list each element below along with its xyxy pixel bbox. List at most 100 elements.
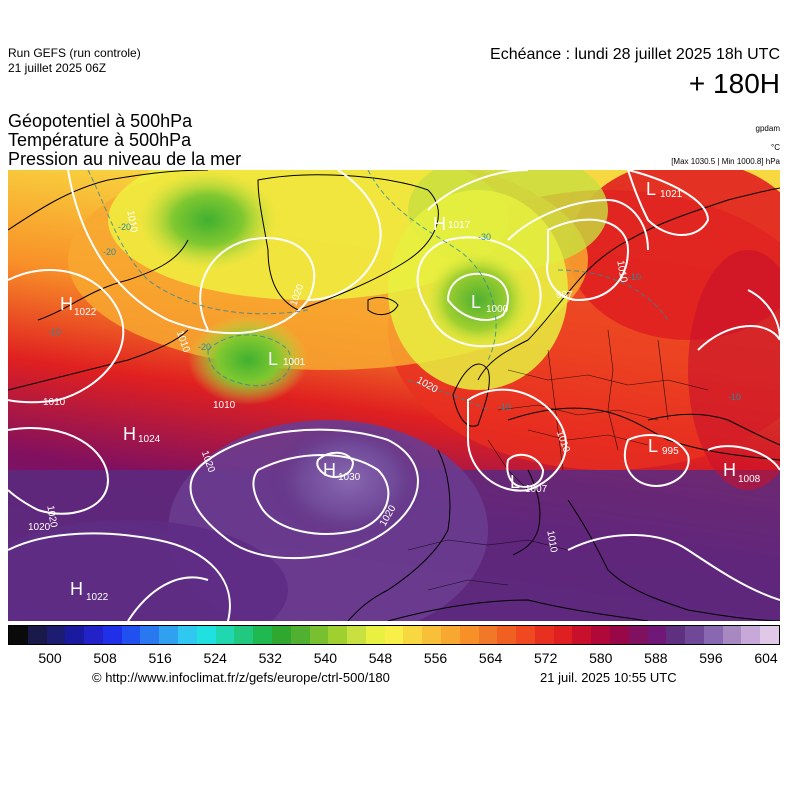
color-swatch <box>234 626 254 644</box>
color-scale-tick: 564 <box>478 650 503 666</box>
color-swatch <box>46 626 66 644</box>
color-swatch <box>27 626 47 644</box>
color-scale-tick: 596 <box>699 650 723 666</box>
color-swatch <box>572 626 592 644</box>
color-swatch <box>760 626 780 644</box>
svg-text:1008: 1008 <box>738 474 761 485</box>
color-swatch <box>440 626 460 644</box>
color-swatch <box>497 626 517 644</box>
color-swatch <box>403 626 423 644</box>
color-scale-tick: 500 <box>38 650 62 666</box>
color-swatch <box>384 626 404 644</box>
color-swatch <box>553 626 573 644</box>
color-scale-tick: 604 <box>754 650 778 666</box>
pressure-center-high: H 1024 <box>123 424 161 445</box>
color-scale-tick: 516 <box>148 650 172 666</box>
color-swatch <box>666 626 686 644</box>
color-scale-tick: 556 <box>423 650 448 666</box>
color-scale <box>8 625 780 645</box>
isobar-label: 1020 <box>44 505 59 529</box>
svg-text:L: L <box>646 179 656 199</box>
pressure-center-low: 997 <box>556 290 573 301</box>
color-swatch <box>647 626 667 644</box>
color-scale-tick: 532 <box>258 650 282 666</box>
isotherms <box>87 170 669 411</box>
svg-text:L: L <box>648 436 658 456</box>
generated-timestamp: 21 juil. 2025 10:55 UTC <box>540 670 677 685</box>
svg-text:1001: 1001 <box>283 357 306 368</box>
isobar-label: 1010 <box>43 397 66 408</box>
svg-text:1022: 1022 <box>86 592 109 603</box>
east-warm-core <box>688 250 780 490</box>
svg-text:L: L <box>268 349 278 369</box>
color-swatch <box>196 626 216 644</box>
svg-text:H: H <box>723 460 736 480</box>
color-swatch <box>309 626 329 644</box>
color-swatch <box>685 626 704 644</box>
isobar-label: 1010 <box>614 260 629 284</box>
svg-text:H: H <box>323 460 336 480</box>
temperature-label: -20 <box>198 342 211 352</box>
title-pressure: Pression au niveau de la mer <box>8 149 242 169</box>
svg-text:1022: 1022 <box>74 307 97 318</box>
color-swatch <box>271 626 291 644</box>
temperature-label: -10 <box>628 272 641 282</box>
color-swatch <box>215 626 235 644</box>
pressure-center-low: L 1001 <box>268 349 306 369</box>
svg-text:997: 997 <box>556 290 573 301</box>
temperature-label: -30 <box>478 232 491 242</box>
color-swatch <box>121 626 141 644</box>
color-scale-tick: 540 <box>313 650 338 666</box>
temperature-label: -20 <box>103 247 116 257</box>
color-swatch <box>741 626 761 644</box>
run-label: Run GEFS (run controle) <box>8 46 141 60</box>
lead-time: + 180H <box>688 68 780 99</box>
svg-text:1021: 1021 <box>660 189 683 200</box>
norwegian-cold-core <box>423 250 533 350</box>
color-swatch <box>722 626 742 644</box>
svg-text:H: H <box>123 424 136 444</box>
isobar-label: 1010 <box>213 400 236 411</box>
echeance-label: Echéance : lundi 28 juillet 2025 18h UTC <box>490 46 780 63</box>
color-swatch <box>347 626 366 644</box>
title-temperature: Température à 500hPa <box>8 130 192 150</box>
svg-text:H: H <box>433 214 446 234</box>
svg-text:L: L <box>510 472 520 492</box>
color-swatch <box>628 626 648 644</box>
color-swatch <box>328 626 348 644</box>
color-scale-tick: 572 <box>534 650 558 666</box>
unit-geopotential: gpdam <box>755 124 780 133</box>
color-scale-tick: 548 <box>368 650 393 666</box>
color-swatch <box>478 626 498 644</box>
temperature-label: -10 <box>728 392 741 402</box>
color-scale-tick: 508 <box>93 650 117 666</box>
source-credit: © http://www.infoclimat.fr/z/gefs/europe… <box>92 670 390 685</box>
isobar-label: 1010 <box>124 210 139 234</box>
pressure-center-low: L 1000 <box>471 292 509 315</box>
color-swatch <box>253 626 272 644</box>
pressure-centers: H 1022 L 1001 H 1024 H 1030 H 1022 H 101… <box>60 179 761 603</box>
unit-temperature: °C <box>771 143 780 152</box>
color-swatch <box>422 626 441 644</box>
color-swatch <box>459 626 479 644</box>
color-swatch <box>516 626 535 644</box>
pressure-center-high: H 1008 <box>723 460 761 485</box>
color-swatch <box>140 626 160 644</box>
isobars <box>8 170 780 621</box>
svg-text:1024: 1024 <box>138 434 161 445</box>
svg-text:L: L <box>471 292 481 312</box>
color-scale-tick: 580 <box>589 650 613 666</box>
temperature-label: -20 <box>118 222 131 232</box>
color-swatch <box>159 626 179 644</box>
pressure-center-low: L 995 <box>648 436 679 457</box>
color-swatch <box>84 626 103 644</box>
color-scale-tick: 588 <box>644 650 668 666</box>
color-swatch <box>610 626 629 644</box>
pressure-center-high: H 1022 <box>70 579 109 603</box>
temperature-labels: -20 -20 -20 -10 -10 -10 -30 -10 <box>48 222 741 412</box>
pressure-center-high: H 1017 <box>433 214 471 234</box>
pressure-center-low: L 1021 <box>646 179 683 200</box>
color-swatch <box>591 626 610 644</box>
svg-text:1017: 1017 <box>448 220 471 231</box>
pressure-center-high: H 1022 <box>60 294 97 318</box>
